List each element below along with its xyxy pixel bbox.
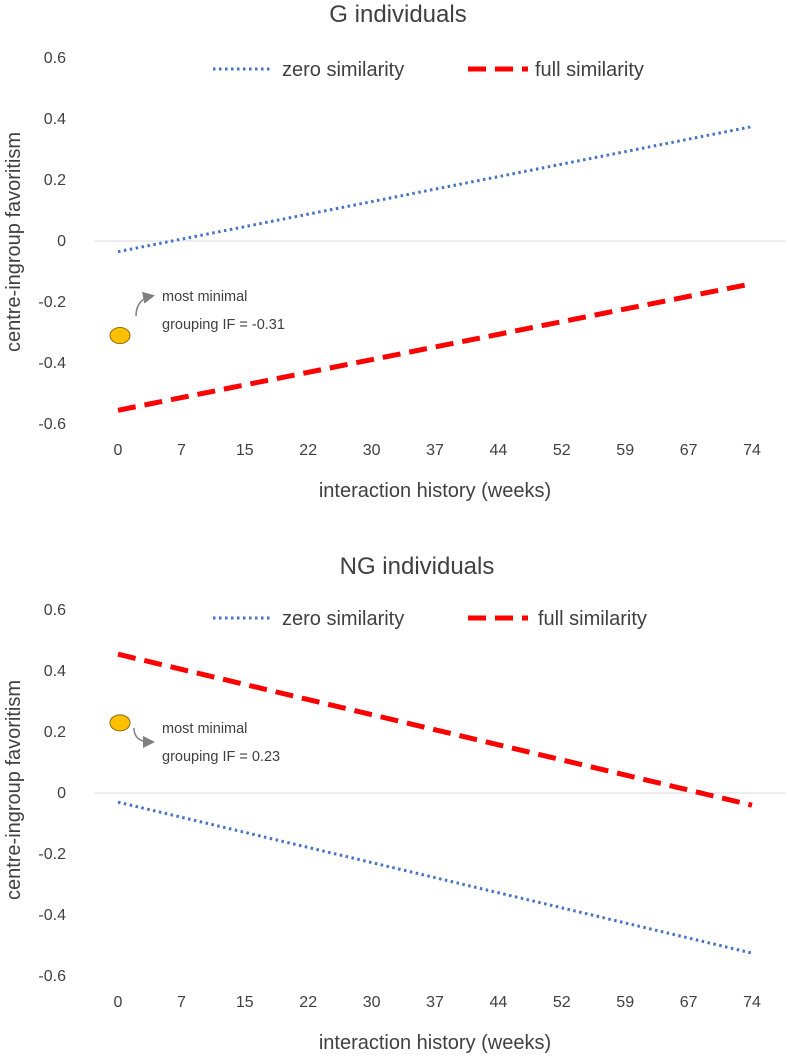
legend-label-full-similarity: full similarity: [535, 59, 644, 81]
series-line-zero-similarity: [117, 125, 753, 254]
chart-title: NG individuals: [340, 553, 495, 580]
x-axis-label: interaction history (weeks): [319, 480, 551, 502]
x-tick-label: 74: [743, 442, 761, 459]
y-tick-label: 0.4: [44, 111, 66, 128]
y-tick-label: -0.2: [38, 846, 66, 863]
y-axis-label: centre-ingroup favoritism: [3, 132, 25, 352]
y-tick-label: -0.6: [38, 968, 66, 985]
y-tick-label: 0: [57, 785, 66, 802]
annotation-line-1: most minimal: [162, 721, 247, 737]
x-tick-label: 15: [236, 994, 254, 1011]
x-tick-label: 44: [490, 442, 508, 459]
x-tick-label: 0: [114, 442, 123, 459]
legend-label-zero-similarity: zero similarity: [282, 608, 404, 630]
chart-ng-individuals: NG individuals centre-ingroup favoritism…: [3, 553, 785, 1054]
y-tick-label: -0.4: [38, 355, 66, 372]
x-tick-label: 37: [426, 994, 444, 1011]
annotation-arrow: [135, 291, 155, 317]
y-tick-label: 0: [57, 233, 66, 250]
y-tick-label: 0.2: [44, 172, 66, 189]
minimal-grouping-marker: [109, 714, 131, 732]
x-tick-label: 59: [616, 994, 634, 1011]
annotation: most minimal grouping IF = -0.31: [109, 289, 285, 345]
x-tick-label: 30: [363, 442, 381, 459]
x-tick-label: 7: [177, 994, 186, 1011]
x-tick-label: 30: [363, 994, 381, 1011]
annotation-line-1: most minimal: [162, 289, 247, 305]
y-tick-label: -0.4: [38, 907, 66, 924]
x-tick-label: 7: [177, 442, 186, 459]
x-tick-label: 67: [680, 994, 698, 1011]
legend: zero similarity full similarity: [213, 59, 644, 81]
x-tick-label: 22: [299, 442, 317, 459]
x-tick-label: 22: [299, 994, 317, 1011]
x-axis-label: interaction history (weeks): [319, 1032, 551, 1054]
y-tick-label: 0.6: [44, 50, 66, 67]
x-tick-label: 52: [553, 442, 571, 459]
x-tick-label: 67: [680, 442, 698, 459]
x-tick-label: 0: [114, 994, 123, 1011]
x-tick-label: 15: [236, 442, 254, 459]
x-tick-label: 52: [553, 994, 571, 1011]
series-line-full-similarity: [117, 651, 753, 808]
y-tick-label: -0.6: [38, 416, 66, 433]
chart-g-individuals: G individuals centre-ingroup favoritism …: [3, 1, 785, 502]
annotation-line-2: grouping IF = 0.23: [162, 749, 280, 765]
y-axis-label: centre-ingroup favoritism: [3, 680, 25, 900]
x-tick-label: 44: [490, 994, 508, 1011]
x-tick-label: 59: [616, 442, 634, 459]
annotation-arrow: [133, 727, 155, 748]
x-tick-label: 37: [426, 442, 444, 459]
y-tick-label: 0.4: [44, 663, 66, 680]
x-tick-label: 74: [743, 994, 761, 1011]
series-line-zero-similarity: [117, 800, 753, 955]
legend: zero similarity full similarity: [213, 608, 647, 630]
legend-label-zero-similarity: zero similarity: [282, 59, 404, 81]
legend-label-full-similarity: full similarity: [538, 608, 647, 630]
y-tick-label: 0.2: [44, 724, 66, 741]
minimal-grouping-marker: [109, 327, 131, 345]
annotation-line-2: grouping IF = -0.31: [162, 317, 285, 333]
y-tick-label: 0.6: [44, 602, 66, 619]
chart-title: G individuals: [329, 1, 466, 28]
annotation: most minimal grouping IF = 0.23: [109, 714, 280, 765]
y-tick-label: -0.2: [38, 294, 66, 311]
